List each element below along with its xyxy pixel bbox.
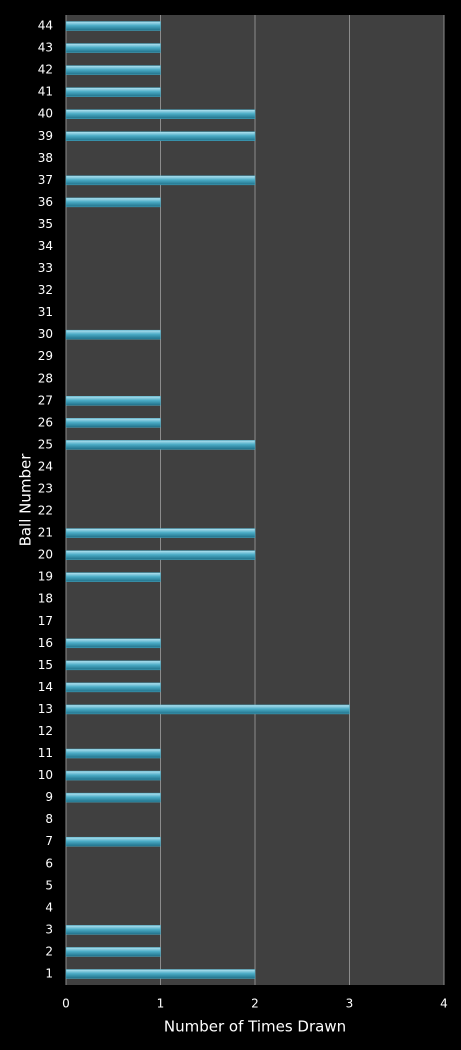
y-tick-label: 33 xyxy=(38,261,53,275)
y-tick-label: 2 xyxy=(45,944,53,958)
bar xyxy=(65,65,161,75)
y-tick-label: 30 xyxy=(38,327,53,341)
bar xyxy=(65,947,161,957)
y-tick-label: 16 xyxy=(38,636,53,650)
x-tick-label: 3 xyxy=(346,997,354,1011)
bar xyxy=(65,329,161,340)
bar xyxy=(65,925,161,935)
y-tick-label: 18 xyxy=(38,592,53,606)
y-tick-label: 32 xyxy=(38,283,53,297)
bar xyxy=(65,660,161,671)
y-tick-label: 35 xyxy=(38,217,53,231)
y-tick-label: 15 xyxy=(38,658,53,672)
y-tick-label: 39 xyxy=(38,129,53,143)
y-tick-label: 25 xyxy=(38,437,53,451)
bar xyxy=(65,440,256,450)
x-axis-title: Number of Times Drawn xyxy=(164,1018,346,1036)
y-tick-label: 34 xyxy=(38,239,53,253)
bar xyxy=(65,704,350,715)
bar xyxy=(65,638,161,649)
y-tick-label: 29 xyxy=(38,349,53,363)
bar xyxy=(65,109,256,119)
x-tick-label: 4 xyxy=(440,997,448,1011)
x-tick-label: 1 xyxy=(157,997,165,1011)
y-tick-label: 31 xyxy=(38,305,53,319)
bar xyxy=(65,197,161,208)
y-tick-label: 28 xyxy=(38,371,53,385)
bar xyxy=(65,836,161,847)
y-tick-label: 14 xyxy=(38,680,53,694)
y-tick-label: 4 xyxy=(45,900,53,914)
bar xyxy=(65,572,161,582)
bar xyxy=(65,969,256,979)
y-tick-label: 6 xyxy=(45,856,53,870)
y-tick-label: 13 xyxy=(38,702,53,716)
y-tick-label: 37 xyxy=(38,173,53,187)
y-tick-label: 10 xyxy=(38,768,53,782)
y-tick-label: 5 xyxy=(45,878,53,892)
bar xyxy=(65,682,161,693)
y-tick-label: 11 xyxy=(38,746,53,760)
y-tick-label: 44 xyxy=(38,19,53,33)
bar xyxy=(65,528,256,538)
x-tick-label: 2 xyxy=(251,997,259,1011)
bar xyxy=(65,21,161,31)
y-tick-label: 43 xyxy=(38,41,53,55)
y-tick-label: 23 xyxy=(38,481,53,495)
bar xyxy=(65,418,161,428)
bar xyxy=(65,550,256,560)
y-tick-label: 24 xyxy=(38,459,53,473)
y-tick-label: 9 xyxy=(45,790,53,804)
y-tick-label: 22 xyxy=(38,504,53,518)
y-tick-label: 36 xyxy=(38,195,53,209)
y-tick-label: 42 xyxy=(38,63,53,77)
y-tick-label: 41 xyxy=(38,85,53,99)
bar xyxy=(65,770,161,781)
bar xyxy=(65,175,256,186)
bar xyxy=(65,396,161,406)
y-tick-label: 27 xyxy=(38,393,53,407)
bar xyxy=(65,43,161,53)
bar xyxy=(65,792,161,803)
y-tick-label: 1 xyxy=(45,966,53,980)
bar xyxy=(65,748,161,759)
y-axis-title: Ball Number xyxy=(17,453,35,547)
y-tick-label: 26 xyxy=(38,415,53,429)
y-tick-label: 17 xyxy=(38,614,53,628)
y-tick-label: 3 xyxy=(45,922,53,936)
y-tick-label: 40 xyxy=(38,107,53,121)
y-tick-label: 20 xyxy=(38,548,53,562)
y-tick-label: 12 xyxy=(38,724,53,738)
bar xyxy=(65,131,256,141)
y-tick-label: 19 xyxy=(38,570,53,584)
y-tick-label: 8 xyxy=(45,812,53,826)
y-tick-label: 7 xyxy=(45,834,53,848)
y-tick-label: 21 xyxy=(38,526,53,540)
y-tick-label: 38 xyxy=(38,151,53,165)
x-tick-label: 0 xyxy=(62,997,70,1011)
bar xyxy=(65,87,161,97)
